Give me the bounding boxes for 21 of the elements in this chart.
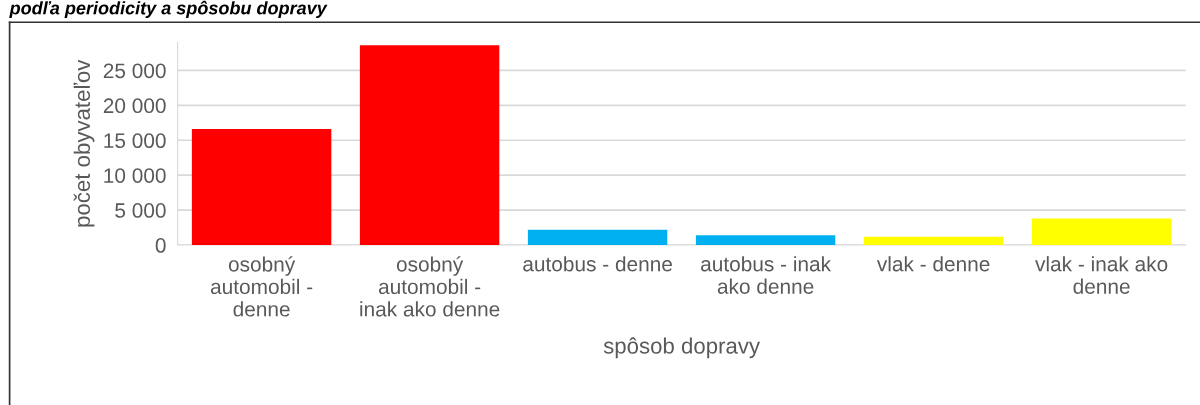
x-tick-label: autobus - denne — [523, 256, 672, 272]
x-tick-label: vlak - inak ako denne — [1035, 256, 1168, 294]
x-tick-label: osobný automobil - inak ako denne — [360, 256, 500, 317]
bar — [191, 129, 332, 246]
chart-title: podľa periodicity a spôsobu dopravy — [9, 0, 328, 19]
bar — [695, 235, 836, 246]
y-tick-label: 15 000 — [104, 133, 166, 149]
y-tick-label: 5 000 — [115, 203, 166, 218]
y-tick-label: 25 000 — [103, 63, 166, 79]
y-axis-title: počet obyvateľov — [73, 59, 95, 227]
y-tick-label: 0 — [155, 238, 166, 253]
x-tick-label: osobný automobil - denne — [210, 256, 313, 317]
bar — [527, 229, 668, 246]
x-axis-title: spôsob dopravy — [603, 337, 761, 359]
x-tick-label: vlak - denne — [876, 256, 990, 272]
bar — [1031, 218, 1172, 246]
y-tick-label: 20 000 — [103, 98, 166, 114]
y-tick-label: 10 000 — [104, 168, 166, 183]
x-tick-label: autobus - inak ako denne — [701, 256, 832, 294]
bar — [359, 45, 500, 246]
bar — [863, 236, 1004, 246]
